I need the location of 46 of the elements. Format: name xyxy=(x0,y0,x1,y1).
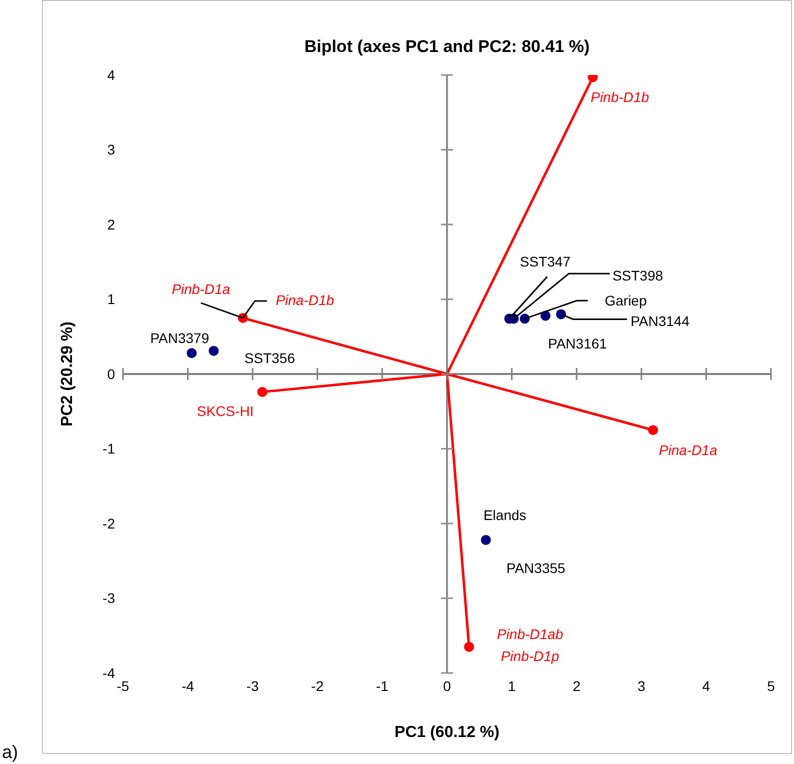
y-tick-label: 1 xyxy=(107,291,116,308)
y-tick-label: 2 xyxy=(107,216,116,232)
x-tick-label: 3 xyxy=(638,678,646,694)
x-tick-label: -1 xyxy=(376,678,389,694)
annotation: Pinb-D1p xyxy=(500,648,560,664)
point xyxy=(480,534,491,545)
x-tick-label: 5 xyxy=(767,678,776,694)
x-tick-label: 4 xyxy=(702,678,710,694)
x-tick-label: -4 xyxy=(182,678,194,694)
point xyxy=(648,425,658,436)
annotation: Pina-D1a xyxy=(658,442,718,458)
x-axis-title: PC1 (60.12 %) xyxy=(394,724,500,741)
annotation: SST398 xyxy=(612,268,664,284)
x-tick-label: 0 xyxy=(443,678,452,694)
annotation: PAN3144 xyxy=(630,313,690,330)
y-axis-title: PC2 (20.29 %) xyxy=(59,322,76,426)
chart-title: Biplot (axes PC1 and PC2: 80.41 %) xyxy=(304,37,590,56)
y-tick-label: 4 xyxy=(107,66,116,83)
point xyxy=(208,346,219,356)
annotation: SKCS-HI xyxy=(196,402,254,419)
point xyxy=(186,348,197,358)
annotation: Gariep xyxy=(604,292,647,309)
annotation: PAN3379 xyxy=(150,330,210,346)
x-tick-label: -3 xyxy=(246,678,260,694)
y-tick-label: -2 xyxy=(102,515,116,532)
annotation: PAN3161 xyxy=(548,336,608,352)
annotation: Pinb-D1ab xyxy=(496,626,564,642)
annotation: Pinb-D1b xyxy=(590,89,650,106)
x-tick-label: 2 xyxy=(572,678,581,694)
annotation: PAN3355 xyxy=(506,560,566,576)
y-tick-label: 0 xyxy=(107,366,116,382)
annotation: SST347 xyxy=(520,254,571,270)
annotation: Elands xyxy=(483,506,526,523)
point xyxy=(257,386,268,397)
x-tick-label: 1 xyxy=(508,678,516,694)
y-tick-label: -4 xyxy=(102,664,116,681)
text: a) xyxy=(2,742,18,762)
annotation: Pinb-D1a xyxy=(172,280,230,297)
annotation: SST356 xyxy=(244,350,296,366)
x-tick-label: -2 xyxy=(311,678,324,694)
y-tick-label: 3 xyxy=(107,142,116,158)
x-tick-label: -5 xyxy=(116,678,130,694)
point xyxy=(464,642,474,652)
annotation: Pina-D1b xyxy=(276,292,334,308)
y-tick-label: -3 xyxy=(102,590,116,606)
y-tick-label: -1 xyxy=(102,440,116,457)
